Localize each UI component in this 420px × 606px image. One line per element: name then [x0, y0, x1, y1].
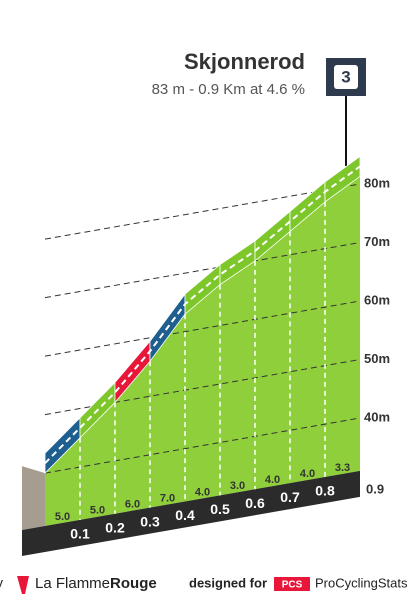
footer-designed: designed for	[189, 575, 267, 590]
gradient-label: 5.0	[55, 511, 70, 523]
badge-inner	[334, 65, 358, 89]
footer-left: y	[0, 575, 3, 591]
grid-line	[44, 183, 361, 240]
x-tick-label: 0.8	[315, 483, 335, 499]
y-tick-label: 50m	[364, 351, 390, 366]
y-tick-label: 60m	[364, 292, 390, 307]
footer-brand: La FlammeRouge	[35, 575, 157, 592]
x-tick-label: 0.6	[245, 495, 265, 511]
gradient-label: 3.0	[230, 480, 245, 492]
gradient-label: 4.0	[300, 468, 315, 480]
x-tick-label: 0.7	[280, 489, 300, 505]
x-tick-label: 0.3	[140, 513, 160, 529]
y-tick-label: 40m	[364, 409, 390, 424]
flame-logo	[17, 576, 29, 594]
profile-line	[44, 165, 361, 464]
base	[22, 470, 360, 556]
grid-line	[44, 242, 361, 299]
grid-line	[44, 417, 361, 474]
pcs-logo	[274, 577, 310, 591]
gradient-label: 5.0	[90, 505, 105, 517]
x-tick-label: 0.9	[366, 481, 384, 496]
y-tick-label: 70m	[364, 234, 390, 249]
plot: 40m 50m 60m 70m 80m 0.1 0.2 0.3 0.4 0.5 0.6 0.7 0.8 0…	[22, 155, 390, 556]
footer-site: ProCyclingStats	[315, 575, 408, 590]
badge-label: 3	[341, 67, 350, 86]
x-tick-label: 0.4	[175, 507, 195, 523]
x-tick-label: 0.5	[210, 501, 230, 517]
gradient-label: 3.3	[335, 462, 350, 474]
y-tick-label: 80m	[364, 175, 390, 190]
chart-title: Skjonnerod	[184, 49, 305, 74]
x-tick-label: 0.1	[70, 526, 90, 542]
brand: La Flamme	[35, 575, 110, 592]
gradient-label: 4.0	[195, 486, 210, 498]
gradient-label: 4.0	[265, 474, 280, 486]
gradient-label: 6.0	[125, 499, 140, 511]
pcs-text: PCS	[282, 580, 303, 591]
side-face	[22, 466, 45, 530]
x-tick-label: 0.2	[105, 519, 125, 535]
chart-subtitle: 83 m - 0.9 Km at 4.6 %	[152, 81, 305, 98]
profile-body	[45, 166, 360, 526]
gradient-label: 7.0	[160, 492, 175, 504]
brand-bold: Rouge	[110, 575, 157, 592]
grid-line	[44, 300, 361, 357]
